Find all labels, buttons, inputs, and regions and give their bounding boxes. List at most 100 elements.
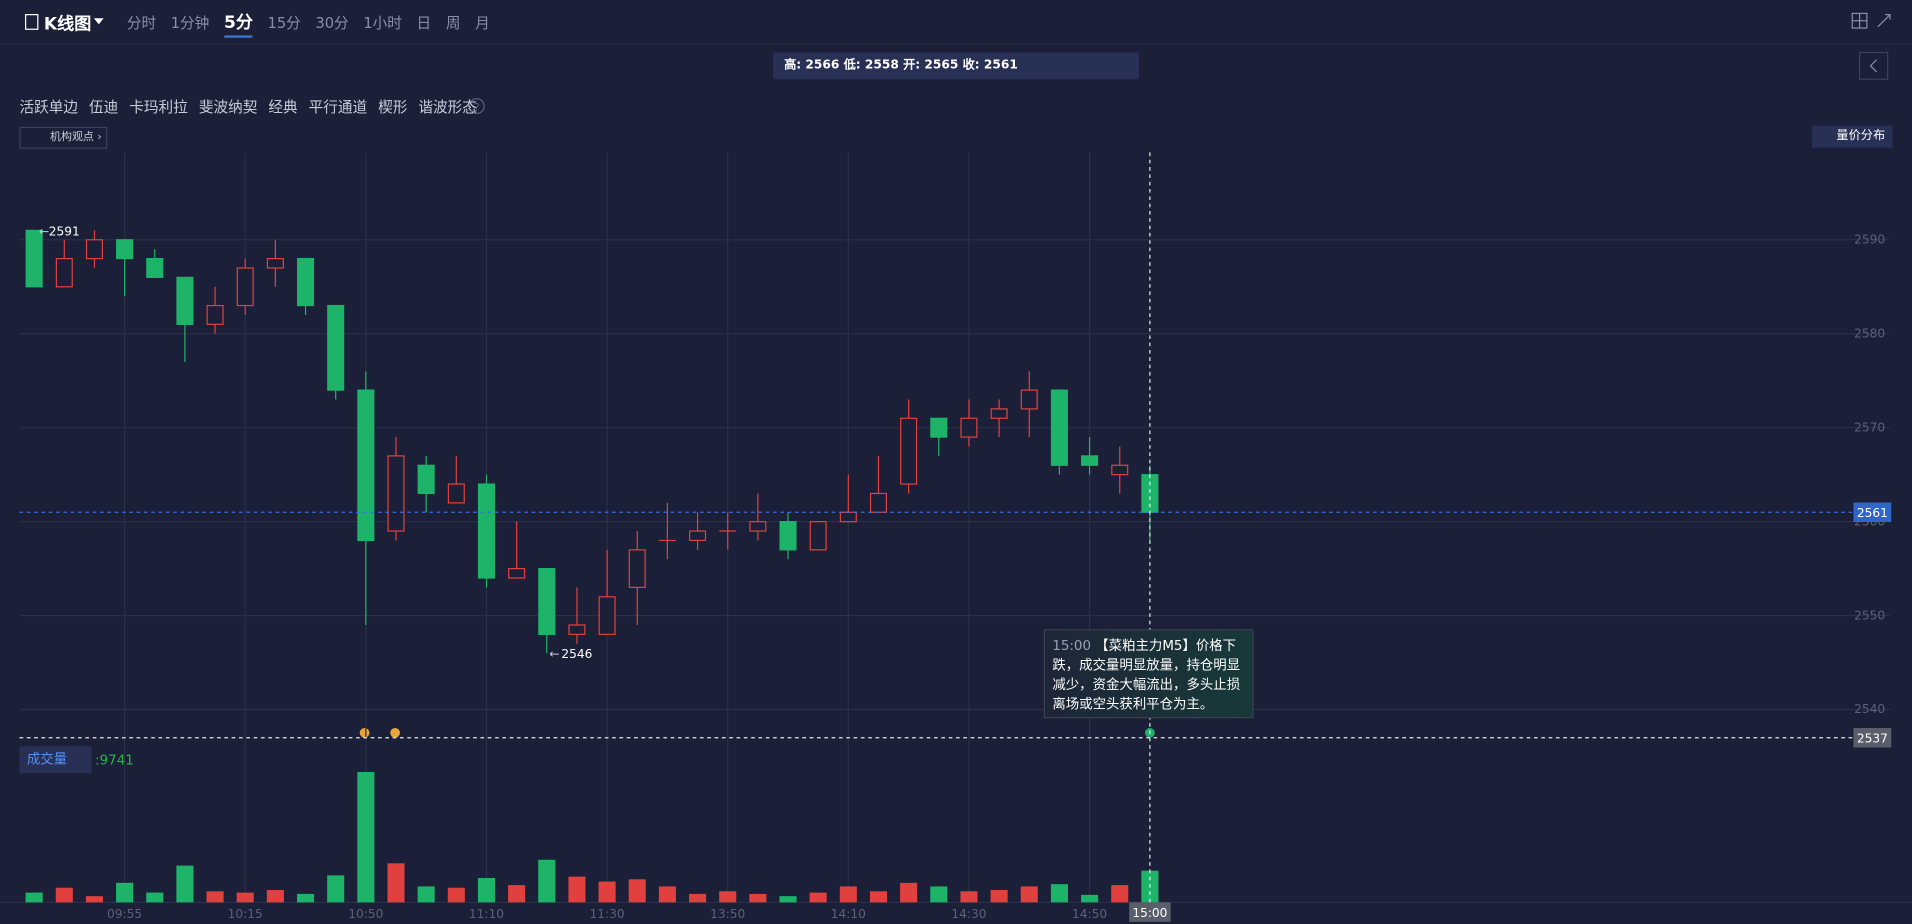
- candle-body: [869, 492, 888, 513]
- dropdown-icon[interactable]: [93, 18, 104, 25]
- x-tick-label: 14:50: [1072, 907, 1107, 921]
- volume-name: 成交量: [26, 751, 68, 767]
- candle-body: [477, 483, 496, 579]
- candle-body: [839, 511, 857, 523]
- volume-bar: [839, 886, 857, 903]
- candle-body: [176, 276, 194, 325]
- y-tick-label: 2570: [1854, 420, 1885, 434]
- collapse-icon[interactable]: [1877, 14, 1891, 28]
- candle-body: [508, 568, 526, 579]
- candle-body: [387, 455, 405, 532]
- candle-body: [1081, 455, 1099, 466]
- candle-body: [779, 521, 797, 551]
- candle-body: [689, 530, 707, 542]
- y-tick-label: 2580: [1854, 326, 1885, 340]
- volume-value: :9741: [95, 752, 134, 769]
- y-tick-label: 2550: [1854, 608, 1885, 622]
- tab[interactable]: 1小时: [363, 14, 402, 32]
- volume-bar: [387, 863, 405, 903]
- volume-bar: [1020, 886, 1038, 903]
- x-tick-label: 14:10: [831, 907, 866, 921]
- indicator[interactable]: 活跃单边: [19, 98, 79, 116]
- volume-bar: [206, 891, 224, 903]
- tab[interactable]: 1分钟: [170, 14, 210, 32]
- volume-bar: [598, 881, 616, 903]
- tab[interactable]: 5分: [223, 10, 253, 38]
- indicator[interactable]: 平行通道: [308, 98, 368, 116]
- indicator[interactable]: 谐波形态: [418, 98, 477, 116]
- candle-body: [749, 521, 767, 532]
- side-toggle[interactable]: [1858, 51, 1889, 80]
- candle-body: [900, 417, 918, 485]
- volume-bar: [25, 892, 43, 903]
- volume-bar: [809, 892, 827, 903]
- volume-bar: [1050, 884, 1068, 903]
- volume-bar: [116, 882, 134, 903]
- x-tick-label: 14:30: [951, 907, 986, 921]
- candle-body: [930, 417, 948, 438]
- price-distribution-label: 量价分布: [1836, 129, 1886, 143]
- crosshair-time-tag: [1129, 902, 1171, 922]
- indicator[interactable]: 伍迪: [89, 98, 119, 116]
- side-toggle-icon: [1869, 59, 1878, 73]
- x-tick-label: 11:10: [469, 907, 504, 921]
- price-distribution-button[interactable]: 量价分布: [1812, 125, 1893, 148]
- candle-body: [598, 596, 616, 635]
- candle-body: [25, 229, 43, 288]
- candle-body: [1020, 389, 1038, 410]
- candle-body: [236, 267, 254, 307]
- volume-bar: [869, 891, 888, 903]
- volume-bar: [628, 879, 646, 903]
- candle-body: [357, 389, 375, 542]
- volume-bar: [327, 875, 345, 903]
- signal-marker[interactable]: [359, 727, 370, 738]
- institution-button[interactable]: 机构观点 ›: [19, 126, 108, 149]
- tooltip-text: 【菜粕主力M5】价格下跌，成交量明显放量，持仓明显减少，资金大幅流出，多头止损离…: [1052, 637, 1241, 713]
- tab[interactable]: 日: [416, 14, 432, 32]
- volume-bar: [176, 865, 194, 903]
- crosshair-price-tag: [1853, 727, 1892, 748]
- tab[interactable]: 30分: [315, 14, 349, 32]
- y-tick-label: 2590: [1854, 232, 1885, 246]
- last-price-label: 2561: [1857, 506, 1888, 520]
- candle-body: [116, 239, 134, 260]
- help-circle[interactable]: [468, 98, 485, 115]
- x-tick-label: 09:55: [107, 907, 142, 921]
- candle-body: [417, 464, 435, 495]
- signal-marker[interactable]: [390, 727, 400, 738]
- volume-bar: [1111, 885, 1129, 903]
- tab[interactable]: 月: [475, 14, 490, 32]
- tab[interactable]: 15分: [267, 14, 301, 32]
- volume-bar: [990, 889, 1008, 903]
- x-tick-label: 10:15: [228, 907, 263, 921]
- help-icon: ?: [474, 101, 480, 114]
- candle-body: [568, 624, 586, 635]
- tabs: 分时 1分钟 5分 15分 30分 1小时日周月: [127, 12, 490, 38]
- indicator[interactable]: 经典: [268, 98, 298, 116]
- volume-bar: [508, 885, 526, 903]
- volume-bar: [749, 893, 767, 903]
- volume-bar: [658, 886, 676, 903]
- volume-bar: [568, 876, 586, 903]
- title: K线图: [43, 14, 92, 35]
- tab[interactable]: 周: [445, 14, 461, 32]
- low-label: 2546: [561, 647, 592, 661]
- institution-label: 机构观点: [49, 131, 94, 144]
- volume-bar: [1081, 894, 1099, 903]
- indicator[interactable]: 斐波纳契: [198, 98, 258, 116]
- volume-bar: [236, 892, 254, 903]
- x-tick-label: 13:50: [710, 907, 745, 921]
- high-label: 2591: [49, 224, 80, 238]
- marker-arrow: ←: [39, 224, 49, 238]
- ohlc-summary: 高: 2566 低: 2558 开: 2565 收: 2561: [773, 52, 1139, 80]
- candle-body: [206, 304, 224, 325]
- candle-body: [55, 257, 73, 288]
- last-price-tag: [1853, 502, 1892, 523]
- indicator[interactable]: 卡玛利拉: [129, 98, 188, 116]
- tooltip-time: 15:00: [1052, 637, 1091, 654]
- volume-indicator[interactable]: 成交量: [19, 746, 92, 774]
- volume-bar: [900, 882, 918, 903]
- indicator[interactable]: 楔形: [378, 98, 408, 116]
- tab[interactable]: 分时: [126, 14, 157, 32]
